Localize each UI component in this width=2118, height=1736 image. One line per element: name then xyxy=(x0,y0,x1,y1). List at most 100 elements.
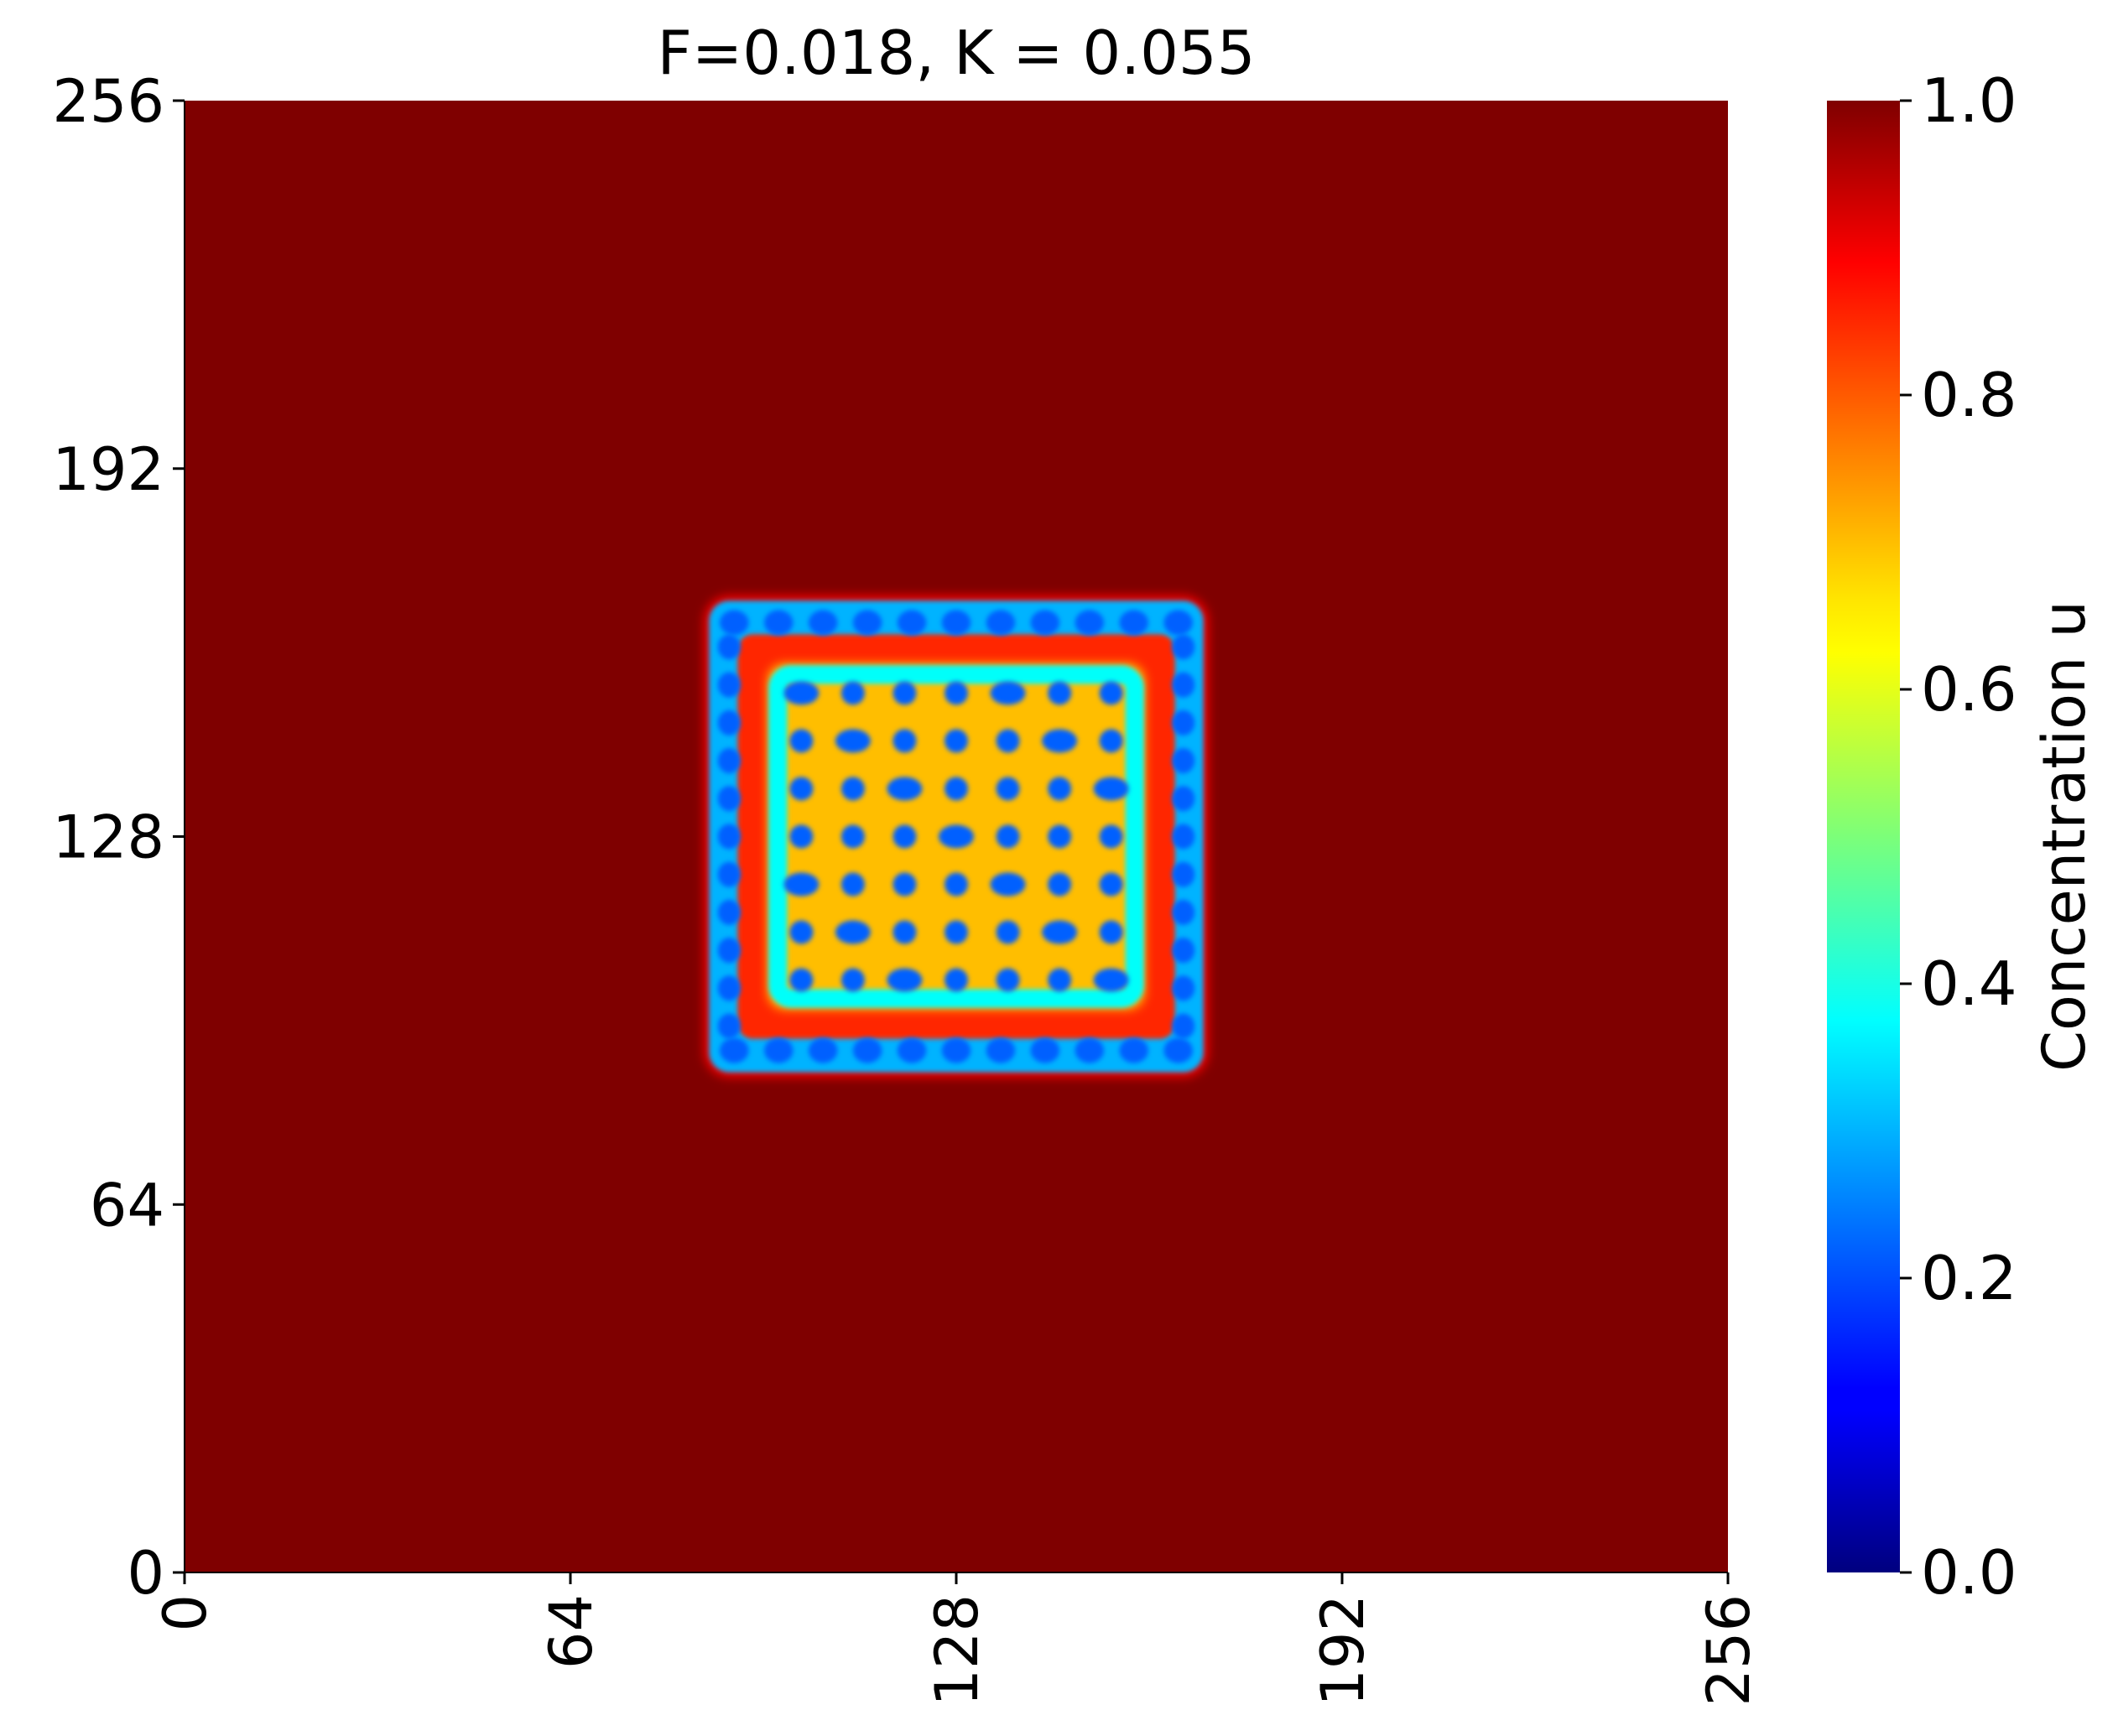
pattern-spot xyxy=(717,975,741,1001)
pattern-spot xyxy=(945,681,968,705)
pattern-spot xyxy=(1048,681,1072,705)
colorbar-ticks: 0.0 0.2 0.4 0.6 0.8 1.0 xyxy=(1900,65,2017,1608)
pattern-spot xyxy=(720,610,749,636)
pattern-spot xyxy=(1172,938,1195,964)
pattern-spot xyxy=(717,861,741,887)
pattern-spot xyxy=(1075,1037,1105,1063)
pattern-spot xyxy=(1119,1037,1148,1063)
pattern-spot xyxy=(1048,968,1072,992)
pattern-spot xyxy=(1099,681,1123,705)
pattern-spot xyxy=(840,824,865,849)
pattern-spot xyxy=(717,748,741,774)
pattern-spot xyxy=(783,681,820,705)
pattern-spot xyxy=(808,610,838,636)
pattern-spot xyxy=(717,899,741,925)
pattern-spot xyxy=(1042,729,1078,753)
pattern-spot xyxy=(892,872,917,897)
pattern-spot xyxy=(892,729,917,753)
x-tick-label: 64 xyxy=(537,1594,606,1669)
pattern-spot xyxy=(990,872,1026,897)
pattern-spot xyxy=(1048,872,1072,897)
pattern-spot xyxy=(996,920,1020,944)
pattern-spot xyxy=(764,1037,794,1063)
pattern-spot xyxy=(996,777,1020,801)
x-tick-label: 256 xyxy=(1694,1594,1763,1707)
colorbar-tick-label: 0.4 xyxy=(1921,949,2017,1019)
x-axis: 0 64 128 192 256 xyxy=(151,1572,1763,1707)
pattern-spot xyxy=(945,920,968,944)
pattern-spot xyxy=(892,824,917,849)
pattern-spot xyxy=(996,968,1020,992)
pattern-spot xyxy=(835,729,871,753)
pattern-spot xyxy=(941,610,971,636)
pattern-spot xyxy=(717,938,741,964)
pattern-spot xyxy=(1172,1013,1195,1039)
x-tick-label: 192 xyxy=(1309,1594,1377,1707)
pattern-spot xyxy=(986,610,1016,636)
pattern-spot xyxy=(840,681,865,705)
pattern-spot xyxy=(835,920,871,944)
pattern-spot xyxy=(717,709,741,735)
pattern-spot xyxy=(840,777,865,801)
pattern-spot xyxy=(887,777,923,801)
pattern-spot xyxy=(1099,872,1123,897)
pattern-spot xyxy=(1093,777,1129,801)
pattern-spot xyxy=(783,872,820,897)
x-tick-label: 0 xyxy=(151,1594,220,1632)
pattern-spot xyxy=(1172,975,1195,1001)
colorbar-label: Concentration u xyxy=(2030,600,2099,1072)
pattern-spot xyxy=(720,1037,749,1063)
pattern-spot xyxy=(1099,920,1123,944)
pattern-spot xyxy=(1093,968,1129,992)
pattern-spot xyxy=(1075,610,1105,636)
pattern-spot xyxy=(1030,610,1060,636)
y-tick-label: 192 xyxy=(52,435,164,504)
pattern-spot xyxy=(1048,824,1072,849)
pattern-spot xyxy=(1099,729,1123,753)
x-tick-label: 128 xyxy=(923,1594,991,1707)
pattern-spot xyxy=(945,968,968,992)
pattern-spot xyxy=(892,920,917,944)
pattern-spot xyxy=(996,729,1020,753)
pattern-spot xyxy=(1048,777,1072,801)
pattern-spot xyxy=(852,610,882,636)
pattern-spot xyxy=(945,872,968,897)
pattern-spot xyxy=(996,824,1020,849)
pattern-layer xyxy=(704,595,1209,1078)
pattern-spot xyxy=(1119,610,1148,636)
pattern-spot xyxy=(852,1037,882,1063)
pattern-spot xyxy=(840,968,865,992)
y-tick-label: 128 xyxy=(52,803,164,872)
pattern-spot xyxy=(1172,709,1195,735)
pattern-spot xyxy=(717,1013,741,1039)
colorbar xyxy=(1827,101,1900,1572)
pattern-spot xyxy=(717,824,741,850)
pattern-spot xyxy=(1042,920,1078,944)
pattern-spot xyxy=(1172,861,1195,887)
pattern-inner-ring xyxy=(768,665,1144,1008)
pattern-spot xyxy=(945,729,968,753)
pattern-spot xyxy=(897,1037,927,1063)
pattern-spot xyxy=(1172,634,1195,660)
y-tick-label: 64 xyxy=(90,1171,164,1240)
chart-title: F=0.018, K = 0.055 xyxy=(657,18,1255,88)
pattern-spot xyxy=(945,777,968,801)
pattern-spot xyxy=(1163,1037,1193,1063)
pattern-spot xyxy=(789,920,814,944)
pattern-spot xyxy=(717,672,741,698)
pattern-spot xyxy=(986,1037,1016,1063)
pattern-spot xyxy=(1099,824,1123,849)
pattern-spot xyxy=(764,610,794,636)
pattern-spot xyxy=(897,610,927,636)
pattern-spot xyxy=(939,824,974,849)
y-tick-label: 0 xyxy=(127,1539,164,1608)
pattern-spot xyxy=(789,824,814,849)
colorbar-tick-label: 0.8 xyxy=(1921,360,2017,430)
pattern-spot xyxy=(789,729,814,753)
colorbar-tick-label: 1.0 xyxy=(1921,65,2017,136)
pattern-spot xyxy=(1172,748,1195,774)
y-axis: 0 64 128 192 256 xyxy=(52,67,185,1608)
pattern-spot xyxy=(840,872,865,897)
